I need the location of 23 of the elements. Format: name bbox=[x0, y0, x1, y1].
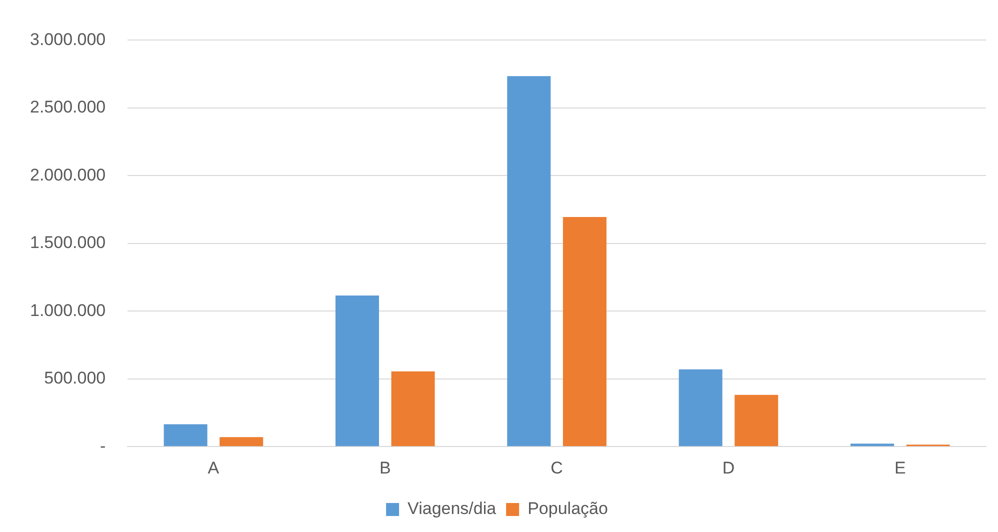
y-tick-label: 1.000.000 bbox=[30, 300, 106, 320]
bar bbox=[220, 437, 264, 446]
x-tick-label: E bbox=[894, 458, 906, 478]
legend-label: População bbox=[528, 499, 608, 518]
x-tick-label: C bbox=[550, 458, 563, 478]
bar bbox=[562, 216, 606, 446]
y-tick-label: 2.000.000 bbox=[30, 165, 106, 184]
bar bbox=[507, 76, 551, 446]
bar bbox=[850, 444, 894, 446]
bar bbox=[335, 296, 380, 446]
y-tick-label: 500.000 bbox=[44, 368, 106, 388]
bar bbox=[734, 394, 778, 446]
x-tick-label: B bbox=[379, 458, 391, 478]
y-tick-label: 3.000.000 bbox=[30, 30, 106, 49]
bar bbox=[678, 369, 722, 446]
bar bbox=[164, 424, 208, 446]
bar bbox=[391, 371, 435, 446]
x-tick-label: A bbox=[208, 458, 220, 478]
y-tick-label: 1.500.000 bbox=[30, 233, 106, 252]
legend-label: Viagens/dia bbox=[408, 499, 497, 518]
y-tick-label: - bbox=[100, 436, 106, 456]
x-tick-label: D bbox=[722, 458, 735, 478]
y-tick-label: 2.500.000 bbox=[30, 98, 106, 117]
